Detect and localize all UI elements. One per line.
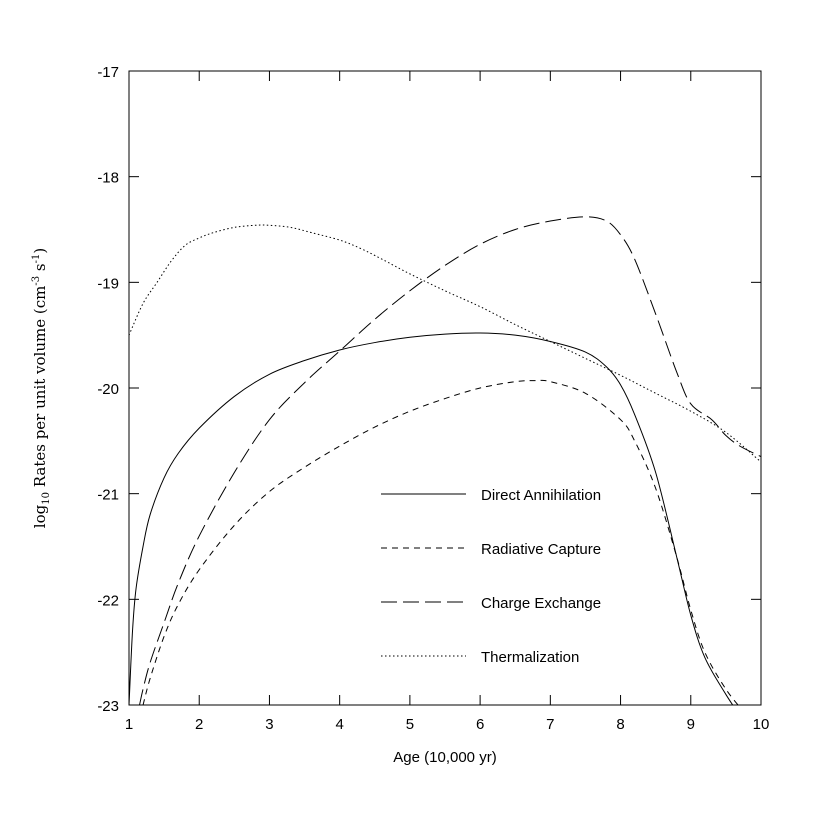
x-tick-label: 4	[335, 716, 343, 733]
x-tick-label: 5	[406, 716, 414, 733]
legend-label-radiative-capture: Radiative Capture	[481, 541, 601, 558]
y-tick-label: -20	[97, 381, 119, 398]
series-line-charge-exchange	[139, 216, 761, 705]
x-tick-label: 1	[125, 716, 133, 733]
x-tick-label: 2	[195, 716, 203, 733]
legend: Direct Annihilation Radiative Capture Char…	[381, 487, 601, 666]
series-line-direct-annihilation	[129, 332, 734, 705]
y-tick-label: -17	[97, 64, 119, 81]
y-tick-labels: -23 -22 -21 -20 -19 -18 -17	[97, 64, 119, 715]
y-tick-label: -18	[97, 170, 119, 187]
x-tick-labels: 1 2 3 4 5 6 7 8 9 10	[125, 716, 770, 733]
y-axis-title: log10 Rates per unit volume (cm-3 s-1)	[31, 248, 52, 528]
x-tick-label: 7	[546, 716, 554, 733]
x-tick-label: 3	[265, 716, 273, 733]
x-tick-label: 6	[476, 716, 484, 733]
plot-frame	[128, 70, 762, 706]
series-line-thermalization	[129, 224, 761, 463]
y-tick-label: -19	[97, 275, 119, 292]
legend-label-thermalization: Thermalization	[481, 649, 579, 666]
legend-label-direct-annihilation: Direct Annihilation	[481, 487, 601, 504]
y-tick-label: -21	[97, 487, 119, 504]
y-tick-label: -23	[97, 698, 119, 715]
y-tick-label: -22	[97, 592, 119, 609]
axis-ticks	[128, 70, 762, 706]
x-tick-label: 8	[616, 716, 624, 733]
legend-label-charge-exchange: Charge Exchange	[481, 595, 601, 612]
series-group	[129, 216, 761, 705]
x-tick-label: 9	[687, 716, 695, 733]
x-axis-title: Age (10,000 yr)	[393, 749, 496, 766]
series-line-radiative-capture	[142, 379, 739, 705]
x-tick-label: 10	[753, 716, 770, 733]
